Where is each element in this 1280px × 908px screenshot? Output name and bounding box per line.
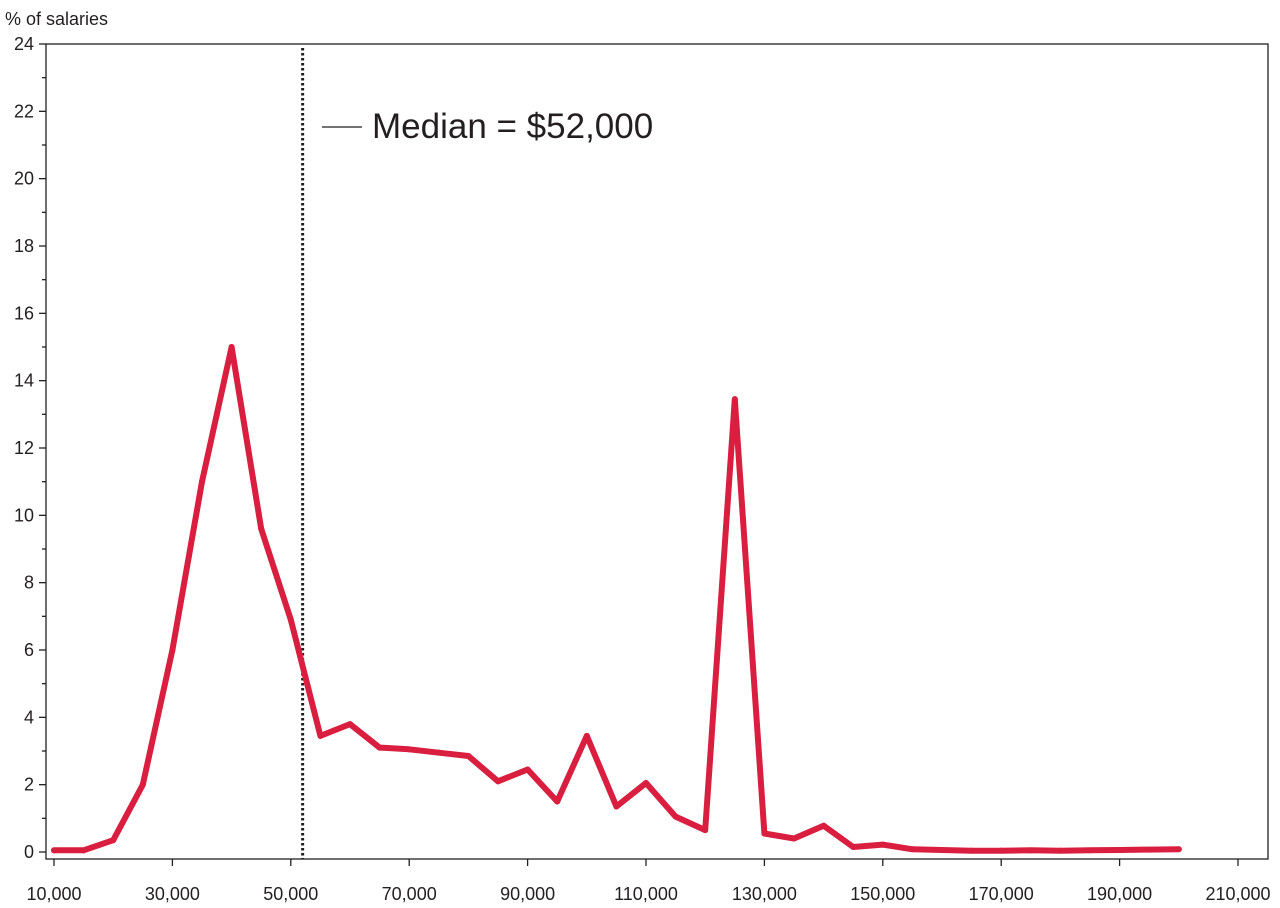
- data-point: [909, 846, 916, 853]
- data-point: [258, 525, 265, 532]
- data-point: [583, 732, 590, 739]
- x-tick-label: 150,000: [850, 884, 915, 904]
- data-point: [199, 478, 205, 485]
- y-tick-label: 24: [14, 34, 34, 54]
- data-point: [465, 753, 472, 760]
- x-tick-label: 130,000: [732, 884, 797, 904]
- data-point: [761, 830, 768, 837]
- y-tick-label: 12: [14, 438, 34, 458]
- data-point: [1175, 846, 1182, 853]
- y-tick-label: 4: [24, 707, 34, 727]
- x-tick-label: 190,000: [1087, 884, 1152, 904]
- x-tick-label: 90,000: [500, 884, 555, 904]
- data-point: [495, 778, 501, 785]
- x-tick-label: 210,000: [1205, 884, 1270, 904]
- y-tick-label: 8: [24, 573, 34, 593]
- data-point: [110, 837, 117, 844]
- y-tick-label: 6: [24, 640, 34, 660]
- data-point: [998, 847, 1005, 854]
- data-point: [968, 847, 975, 854]
- data-point: [1027, 847, 1034, 854]
- x-tick-label: 170,000: [969, 884, 1034, 904]
- data-point: [435, 749, 442, 756]
- y-tick-label: 22: [14, 101, 34, 121]
- series-layer: [51, 344, 1182, 854]
- data-point: [347, 721, 353, 728]
- data-point: [820, 822, 827, 829]
- axes: [45, 43, 1269, 860]
- data-point: [613, 803, 620, 810]
- y-tick-label: 18: [14, 236, 34, 256]
- data-point: [791, 835, 797, 842]
- data-point: [139, 781, 146, 788]
- y-tick-label: 16: [14, 303, 34, 323]
- data-point: [1057, 847, 1064, 854]
- data-point: [51, 847, 57, 854]
- data-point: [643, 779, 649, 786]
- salary-series-line: [51, 344, 1182, 854]
- data-point: [317, 732, 324, 739]
- data-point: [80, 847, 87, 854]
- x-tick-label: 110,000: [614, 884, 678, 904]
- x-tick-label: 10,000: [26, 884, 81, 904]
- y-axis-title: % of salaries: [5, 9, 108, 29]
- x-tick-label: 50,000: [263, 884, 318, 904]
- data-point: [228, 344, 235, 350]
- median-annotation: Median = $52,000: [372, 107, 653, 146]
- data-point: [554, 798, 561, 805]
- plot-frame: [45, 43, 1269, 860]
- data-point: [731, 396, 738, 403]
- data-point: [169, 647, 176, 653]
- data-point: [702, 827, 709, 834]
- data-point: [524, 766, 531, 773]
- data-point: [1146, 846, 1153, 853]
- data-point: [1116, 846, 1123, 853]
- y-tick-label: 14: [14, 371, 34, 391]
- annotation-layer: Median = $52,000: [322, 107, 653, 146]
- y-tick-label: 10: [14, 505, 34, 525]
- data-point: [672, 813, 679, 820]
- data-point: [376, 744, 383, 751]
- data-point: [879, 841, 886, 848]
- y-tick-label: 20: [14, 169, 34, 189]
- data-point: [287, 616, 294, 623]
- data-point: [850, 843, 857, 850]
- data-point: [406, 746, 413, 753]
- data-point: [1087, 847, 1093, 854]
- y-tick-label: 0: [24, 842, 34, 862]
- y-tick-label: 2: [24, 775, 34, 795]
- x-tick-label: 30,000: [145, 884, 200, 904]
- x-tick-label: 70,000: [382, 884, 437, 904]
- data-point: [939, 846, 945, 853]
